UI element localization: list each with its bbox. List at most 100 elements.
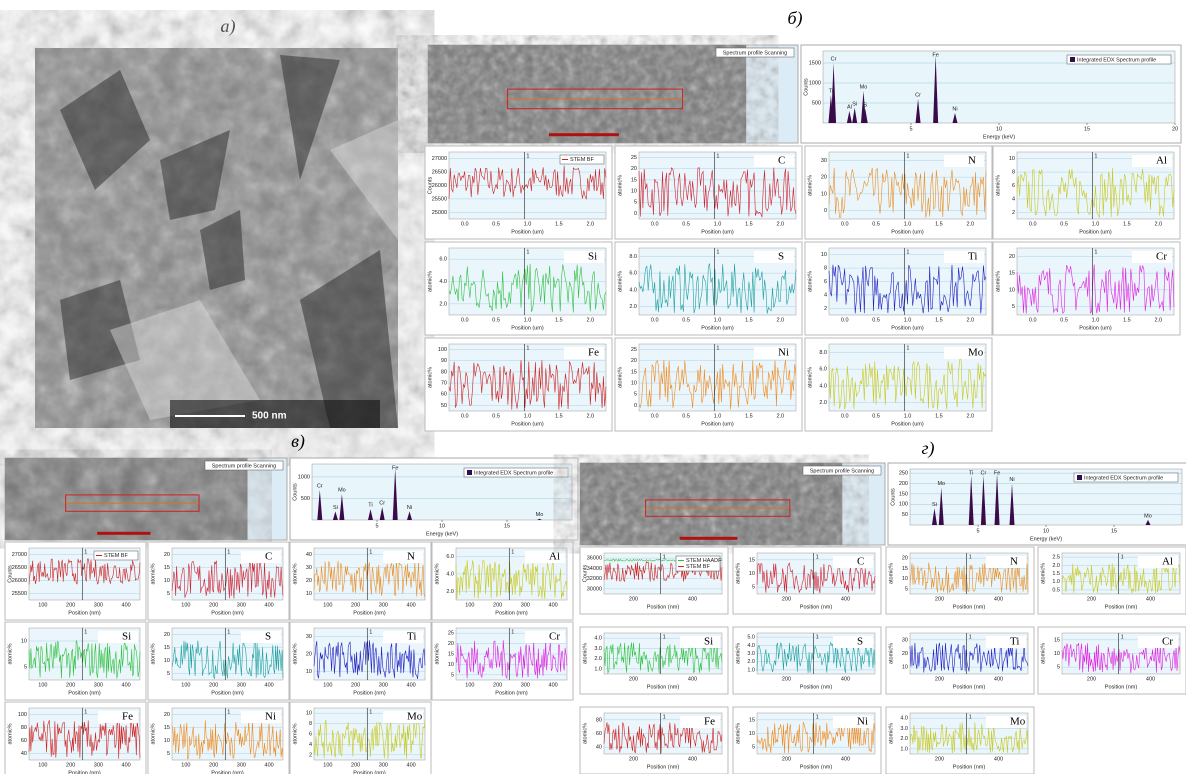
x-tick-label: 400 [841, 676, 850, 682]
element-label: Si [122, 631, 131, 643]
x-tick-label: 0.5 [492, 413, 500, 419]
x-axis-label: Position (um) [1079, 229, 1112, 235]
x-tick-label: 0.5 [1060, 221, 1068, 227]
element-label: Si [588, 251, 597, 263]
y-tick-label: 40 [596, 745, 602, 751]
x-tick-label: 400 [841, 756, 850, 762]
y-tick-label: 15 [749, 557, 755, 563]
scale-bar [97, 532, 150, 535]
element-box [241, 631, 281, 643]
y-tick-label: 5 [24, 664, 27, 670]
peak-label: Si [932, 502, 937, 508]
peak-label: S [863, 102, 867, 108]
peak-label: Ni [1009, 477, 1014, 483]
y-tick-label: 5 [167, 671, 170, 677]
y-tick-label: 2 [309, 752, 312, 758]
y-tick-label: 100 [899, 502, 908, 508]
marker-label: 1 [369, 549, 372, 555]
panel-label: в) [291, 431, 305, 452]
element-label: S [857, 636, 863, 648]
figure: а) 500 nm б) в) г) Spectrum profile Scan… [0, 0, 1186, 774]
x-tick-label: 100 [181, 682, 190, 688]
x-tick-label: 200 [351, 602, 360, 608]
y-tick-label: 6 [1012, 183, 1015, 189]
x-tick-label: 0.5 [682, 221, 690, 227]
y-axis-label: atomic% [7, 723, 13, 744]
y-tick-label: 10 [902, 576, 908, 582]
y-tick-label: 5 [752, 585, 755, 591]
y-tick-label: 2.0 [439, 301, 447, 307]
y-tick-label: 20 [902, 556, 908, 562]
y-tick-label: 100 [18, 712, 27, 718]
x-axis-label: Position (nm) [1105, 604, 1138, 610]
y-tick-label: 5 [167, 751, 170, 757]
y-tick-label: 15 [164, 565, 170, 571]
y-tick-label: 4.0 [446, 571, 454, 577]
x-axis-label: Position (um) [701, 229, 734, 235]
x-tick-label: 0.0 [651, 413, 659, 419]
scale-bar [680, 537, 738, 540]
y-tick-label: 10 [306, 669, 312, 675]
x-tick-label: 400 [688, 756, 697, 762]
x-tick-label: 2.0 [1154, 317, 1162, 323]
x-axis-label: Position (nm) [353, 770, 386, 774]
peak-label: Cr [831, 56, 837, 62]
y-tick-label: 25500 [432, 196, 447, 202]
x-tick-label: 100 [38, 762, 47, 768]
y-tick-label: 26500 [432, 170, 447, 176]
element-label: Fe [704, 716, 715, 728]
micrograph: 500 nm [35, 48, 398, 428]
y-tick-label: 6.0 [819, 367, 827, 373]
y-tick-label: 4 [1012, 196, 1015, 202]
y-tick-label: 0.5 [1052, 587, 1060, 593]
x-tick-label: 200 [1087, 596, 1096, 602]
y-tick-label: 26000 [12, 578, 27, 584]
marker-label: 1 [816, 634, 819, 640]
y-axis-label: atomic% [292, 643, 298, 664]
y-tick-label: 10 [821, 252, 827, 258]
element-box [241, 551, 281, 563]
y-tick-label: 10 [1009, 287, 1015, 293]
x-tick-label: 20 [1172, 126, 1178, 132]
x-tick-label: 300 [94, 602, 103, 608]
y-tick-label: 10 [164, 738, 170, 744]
y-tick-label: 50 [902, 512, 908, 518]
x-tick-label: 400 [549, 682, 558, 688]
x-tick-label: 400 [1146, 676, 1155, 682]
x-tick-label: 300 [237, 762, 246, 768]
y-tick-label: 250 [899, 471, 908, 477]
x-tick-label: 400 [688, 596, 697, 602]
x-tick-label: 200 [782, 756, 791, 762]
y-tick-label: 6 [309, 731, 312, 737]
y-tick-label: 10 [1009, 156, 1015, 162]
y-tick-label: 40 [306, 552, 312, 558]
element-label: N [407, 551, 415, 563]
marker-label: 1 [84, 629, 87, 635]
x-tick-label: 2.0 [586, 413, 594, 419]
x-tick-label: 100 [465, 682, 474, 688]
y-tick-label: 80 [21, 725, 27, 731]
marker-label: 1 [369, 629, 372, 635]
y-tick-label: 15 [164, 645, 170, 651]
x-tick-label: 0.0 [1029, 317, 1037, 323]
y-tick-label: 2.0 [594, 656, 602, 662]
x-tick-label: 5 [375, 523, 378, 529]
peak-label: Mo [338, 488, 346, 494]
y-tick-label: 10 [448, 662, 454, 668]
y-tick-label: 200 [899, 481, 908, 487]
x-tick-label: 2.0 [776, 317, 784, 323]
y-axis-label: atomic% [888, 643, 894, 664]
x-tick-label: 5 [976, 528, 979, 534]
peak-label: Mo [937, 481, 945, 487]
marker-label: 1 [716, 153, 719, 159]
legend-swatch [1070, 57, 1075, 62]
peak-label: Ti [969, 470, 973, 476]
y-tick-label: 10 [164, 658, 170, 664]
y-tick-label: 4 [309, 742, 312, 748]
x-tick-label: 2.0 [966, 413, 974, 419]
element-box [754, 251, 794, 263]
x-tick-label: 1.5 [935, 221, 943, 227]
y-tick-label: 40 [21, 751, 27, 757]
element-label: C [778, 155, 785, 167]
x-tick-label: 1.0 [904, 317, 912, 323]
